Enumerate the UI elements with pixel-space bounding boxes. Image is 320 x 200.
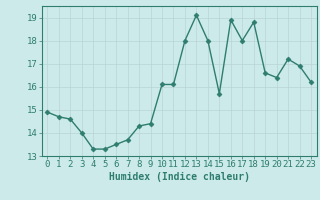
X-axis label: Humidex (Indice chaleur): Humidex (Indice chaleur) (109, 172, 250, 182)
